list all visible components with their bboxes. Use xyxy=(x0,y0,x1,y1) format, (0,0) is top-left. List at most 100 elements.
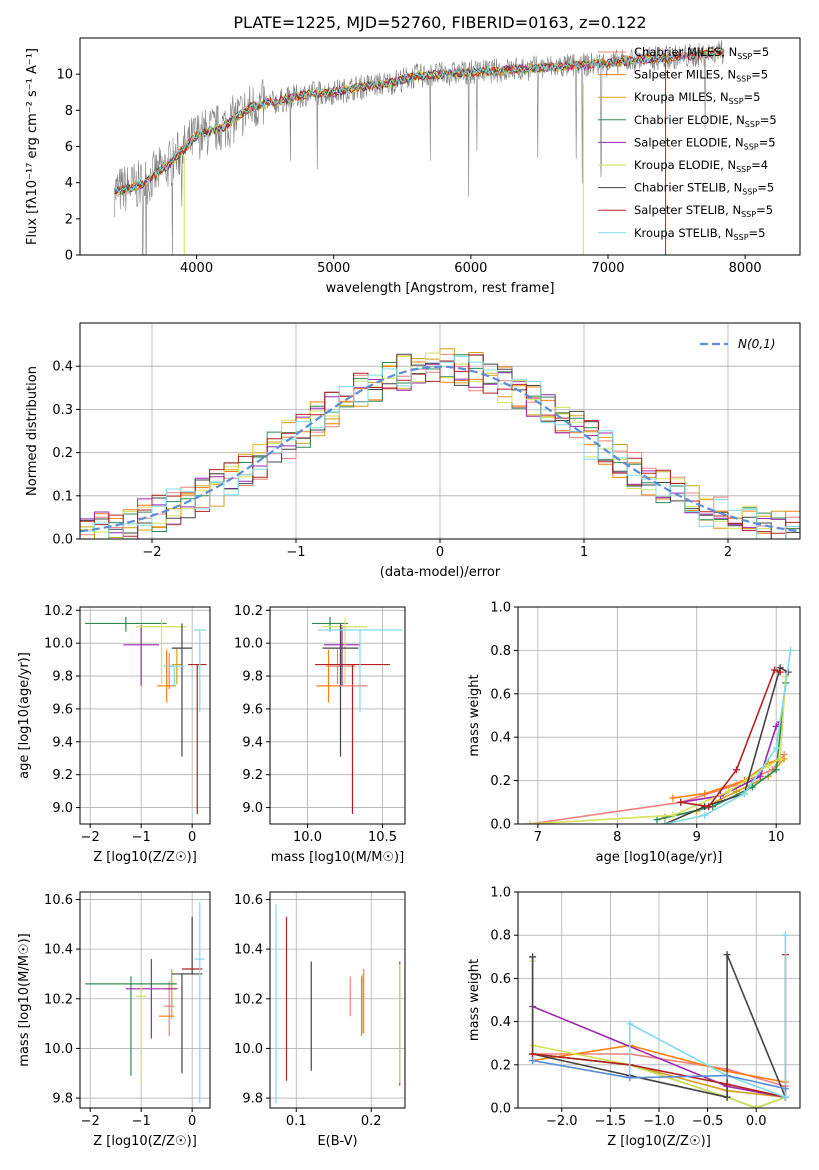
legend-entry: Salpeter MILES, NSSP=5 xyxy=(634,68,768,84)
error-bar-point xyxy=(164,653,175,690)
error-bar-point xyxy=(312,616,348,632)
normal-curve xyxy=(80,365,800,533)
figure-title: PLATE=1225, MJD=52760, FIBERID=0163, z=0… xyxy=(233,13,646,32)
y-tick-label: 0.0 xyxy=(52,533,73,548)
y-tick-label: 9.4 xyxy=(242,735,263,750)
y-tick-label: 0.8 xyxy=(490,929,511,944)
weight-marker xyxy=(764,761,772,769)
error-bar-point xyxy=(136,986,147,1084)
weight-marker xyxy=(772,722,780,730)
weight-marker xyxy=(771,666,779,674)
y-tick-label: 9.0 xyxy=(52,801,73,816)
mass-vs-ebv-panel: 0.1 0.2 9.8 10.0 10.2 10.4 10.6 E(B-V) xyxy=(234,891,406,1149)
y-tick-label: 10.6 xyxy=(44,893,73,908)
x-tick-label: −2 xyxy=(81,830,100,845)
weight-marker xyxy=(626,1074,634,1082)
y-tick-label: 0.8 xyxy=(490,644,511,659)
plot-area xyxy=(85,616,207,815)
model-spectrum-line xyxy=(113,47,724,196)
y-tick-label: 0.4 xyxy=(52,360,73,375)
weight-line xyxy=(529,676,787,824)
legend-entry: N(0,1) xyxy=(738,337,775,351)
y-axis-label: age [log10(age/yr)] xyxy=(17,652,32,779)
residual-histogram xyxy=(80,355,800,539)
y-tick-label: 9.8 xyxy=(52,1092,73,1107)
error-bar-point xyxy=(316,649,341,703)
x-axis-label: wavelength [Angstrom, rest frame] xyxy=(326,281,555,296)
x-tick-label: −0.5 xyxy=(692,1114,724,1129)
y-tick-label: 0 xyxy=(65,249,73,264)
y-axis-label: mass [log10(M/M☉)] xyxy=(17,933,32,1066)
legend-entry: Chabrier ELODIE, NSSP=5 xyxy=(634,113,777,129)
legend-entry: Chabrier STELIB, NSSP=5 xyxy=(634,181,774,197)
plot-area xyxy=(312,616,402,815)
x-axis-label: (data-model)/error xyxy=(380,565,501,580)
x-tick-label: 1 xyxy=(580,545,588,560)
error-bar-point xyxy=(324,625,360,686)
error-bar-point xyxy=(164,981,175,1036)
weight-line xyxy=(532,1059,786,1090)
weight-marker xyxy=(752,1104,760,1108)
x-tick-label: 10.0 xyxy=(293,830,322,845)
y-tick-label: 10.2 xyxy=(44,604,73,619)
legend-entry: Kroupa STELIB, NSSP=5 xyxy=(634,226,765,242)
legend-entry: Kroupa ELODIE, NSSP=4 xyxy=(634,158,768,174)
error-bar-point xyxy=(157,649,176,703)
weight-marker xyxy=(732,787,740,795)
plot-area xyxy=(85,901,205,1104)
x-tick-label: 8000 xyxy=(729,261,762,276)
error-bar-point xyxy=(165,968,178,1019)
axes-box xyxy=(269,891,406,1109)
legend-entry: Chabrier MILES, NSSP=5 xyxy=(634,45,769,61)
error-bar-point xyxy=(181,916,203,975)
y-tick-label: 9.2 xyxy=(52,768,73,783)
model-spectrum-line xyxy=(113,47,724,194)
y-tick-label: 9.8 xyxy=(242,1092,263,1107)
error-bar-point xyxy=(315,663,390,815)
weight-marker xyxy=(781,1093,789,1101)
x-tick-label: 4000 xyxy=(180,261,213,276)
y-tick-label: 10.0 xyxy=(44,1042,73,1057)
weight-marker xyxy=(526,820,534,824)
axes-box xyxy=(79,606,211,825)
legend-entry: Salpeter STELIB, NSSP=5 xyxy=(634,203,773,219)
legend-entry: Salpeter ELODIE, NSSP=5 xyxy=(634,135,776,151)
y-tick-label: 0.4 xyxy=(490,1015,511,1030)
y-axis-label: mass weight xyxy=(467,959,482,1041)
x-tick-label: −1 xyxy=(286,545,305,560)
weight-marker xyxy=(723,1072,731,1080)
y-tick-label: 0.2 xyxy=(52,446,73,461)
y-tick-label: 0.0 xyxy=(490,818,511,833)
weight-marker xyxy=(772,766,780,774)
y-tick-label: 0.0 xyxy=(490,1102,511,1117)
error-bar-point xyxy=(193,629,206,713)
age-vs-mass-panel: 10.0 10.5 9.0 9.2 9.4 9.6 9.8 10.0 10.2 mass [log… xyxy=(234,604,406,865)
x-tick-label: 0.1 xyxy=(286,1114,307,1129)
weight-marker xyxy=(786,646,794,654)
weight-marker xyxy=(781,931,789,939)
y-tick-label: 8 xyxy=(65,104,73,119)
error-bar-point xyxy=(136,618,188,685)
weight-marker xyxy=(669,794,677,802)
y-tick-label: 1.0 xyxy=(490,886,511,901)
y-tick-label: 10.4 xyxy=(234,943,263,958)
x-tick-label: 10 xyxy=(768,830,785,845)
weight-vs-metallicity-panel: −2.0 −1.5 −1.0 −0.5 0.0 0.0 0.2 0.4 0.6 0.8 1.0 Z [… xyxy=(467,886,801,1149)
x-tick-label: −2 xyxy=(81,1114,100,1129)
axes-frame: −2.0 −1.5 −1.0 −0.5 0.0 0.0 0.2 0.4 0.6 0.8 1.0 Z [… xyxy=(467,886,801,1149)
x-tick-label: 0.2 xyxy=(361,1114,382,1129)
weight-marker xyxy=(756,772,764,780)
axes-frame: 10.0 10.5 9.0 9.2 9.4 9.6 9.8 10.0 10.2 mass [log… xyxy=(234,604,406,865)
spectrum-legend: Chabrier MILES, NSSP=5 Salpeter MILES, NS… xyxy=(598,45,777,242)
y-tick-label: 0.4 xyxy=(490,731,511,746)
y-tick-label: 9.0 xyxy=(242,801,263,816)
y-tick-label: 0.2 xyxy=(490,774,511,789)
weight-marker xyxy=(653,816,661,824)
weight-line xyxy=(531,954,787,1099)
y-tick-label: 9.8 xyxy=(242,670,263,685)
y-tick-label: 10.4 xyxy=(44,943,73,958)
y-tick-label: 0.3 xyxy=(52,403,73,418)
error-bar-point xyxy=(318,629,402,713)
x-axis-label: Z [log10(Z/Z☉)] xyxy=(607,1134,711,1149)
x-axis-label: mass [log10(M/M☉)] xyxy=(271,850,404,865)
